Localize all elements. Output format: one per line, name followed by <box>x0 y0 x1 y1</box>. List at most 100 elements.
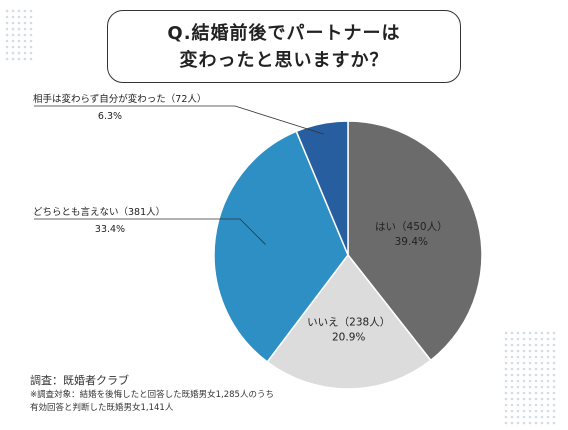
decor-dot <box>540 397 544 401</box>
decor-dot <box>510 385 514 389</box>
decor-dot <box>5 39 9 43</box>
decor-dot <box>516 409 520 413</box>
decor-dot <box>516 361 520 365</box>
decor-dot <box>528 385 532 389</box>
decor-dot <box>522 343 526 347</box>
decor-dot <box>540 379 544 383</box>
decor-dot <box>552 349 556 353</box>
decor-dot <box>528 409 532 413</box>
decor-dot <box>540 415 544 419</box>
decor-dot <box>528 391 532 395</box>
decor-dot <box>23 51 27 55</box>
decor-dot <box>546 409 550 413</box>
decor-dot <box>510 421 514 425</box>
decor-dot <box>546 337 550 341</box>
slice-labels: はい（450人） 39.4% いいえ（238人） 20.9% どちらとも言えない（381… <box>33 93 448 344</box>
decor-dot <box>534 391 538 395</box>
decor-dot <box>534 415 538 419</box>
decor-dot <box>510 361 514 365</box>
decor-dot <box>528 421 532 425</box>
decor-dot <box>17 15 21 19</box>
decor-dot <box>504 403 508 407</box>
decor-dot <box>534 385 538 389</box>
decor-dot <box>510 343 514 347</box>
decor-dot <box>29 39 33 43</box>
decor-dots-top-left <box>4 8 34 66</box>
decor-dot <box>546 385 550 389</box>
decor-dot <box>510 403 514 407</box>
decor-dot <box>504 331 508 335</box>
decor-dot <box>29 33 33 37</box>
title-box: Q.結婚前後でパートナーは 変わったと思いますか？ <box>107 10 461 83</box>
slice-label: 相手は変わらず自分が変わった（72人） <box>33 93 206 105</box>
decor-dots-top-left-pattern <box>5 9 33 61</box>
decor-dot <box>552 391 556 395</box>
decor-dot <box>540 361 544 365</box>
decor-dot <box>17 57 21 61</box>
decor-dot <box>528 349 532 353</box>
decor-dot <box>534 343 538 347</box>
decor-dot <box>540 403 544 407</box>
decor-dot <box>522 367 526 371</box>
slice-percent: 33.4% <box>95 224 125 235</box>
decor-dot <box>540 409 544 413</box>
decor-dot <box>23 15 27 19</box>
decor-dot <box>11 27 15 31</box>
decor-dot <box>504 337 508 341</box>
decor-dot <box>504 391 508 395</box>
decor-dot <box>552 415 556 419</box>
slice-self-changed <box>295 120 349 256</box>
pie-slices <box>213 120 483 390</box>
decor-dot <box>510 409 514 413</box>
decor-dot <box>23 21 27 25</box>
decor-dot <box>546 343 550 347</box>
decor-dot <box>528 397 532 401</box>
decor-dot <box>534 373 538 377</box>
decor-dot <box>528 373 532 377</box>
decor-dot <box>534 337 538 341</box>
decor-dot <box>534 403 538 407</box>
decor-dot <box>540 355 544 359</box>
decor-dot <box>516 379 520 383</box>
decor-dot <box>29 51 33 55</box>
decor-dot <box>29 45 33 49</box>
decor-dot <box>528 379 532 383</box>
decor-dot <box>23 39 27 43</box>
decor-dot <box>552 343 556 347</box>
decor-dot <box>546 331 550 335</box>
slice-label: はい（450人） <box>375 221 448 233</box>
decor-dot <box>546 397 550 401</box>
decor-dot <box>504 355 508 359</box>
decor-dot <box>11 15 15 19</box>
decor-dot <box>534 349 538 353</box>
decor-dot <box>528 343 532 347</box>
decor-dot <box>546 361 550 365</box>
decor-dot <box>29 57 33 61</box>
chart-title-line2: 変わったと思いますか？ <box>179 49 389 71</box>
decor-dot <box>504 373 508 377</box>
decor-dot <box>11 9 15 13</box>
decor-dot <box>504 421 508 425</box>
decor-dot <box>11 57 15 61</box>
decor-dot <box>510 379 514 383</box>
decor-dot <box>516 355 520 359</box>
slice-percent: 6.3% <box>98 111 122 122</box>
decor-dot <box>5 21 9 25</box>
decor-dot <box>546 415 550 419</box>
decor-dot <box>510 415 514 419</box>
decor-dot <box>522 421 526 425</box>
survey-note-line1: ※調査対象：結婚を後悔したと回答した既婚男女1,285人のうち <box>30 390 274 400</box>
decor-dot <box>522 361 526 365</box>
decor-dot <box>5 9 9 13</box>
decor-dot <box>540 331 544 335</box>
decor-dot <box>534 367 538 371</box>
decor-dot <box>5 15 9 19</box>
decor-dot <box>546 391 550 395</box>
decor-dot <box>510 397 514 401</box>
slice-label: どちらとも言えない（381人） <box>33 206 165 218</box>
leader-lines <box>34 105 324 245</box>
decor-dot <box>504 409 508 413</box>
decor-dot <box>504 397 508 401</box>
decor-dot <box>546 403 550 407</box>
decor-dot <box>552 373 556 377</box>
